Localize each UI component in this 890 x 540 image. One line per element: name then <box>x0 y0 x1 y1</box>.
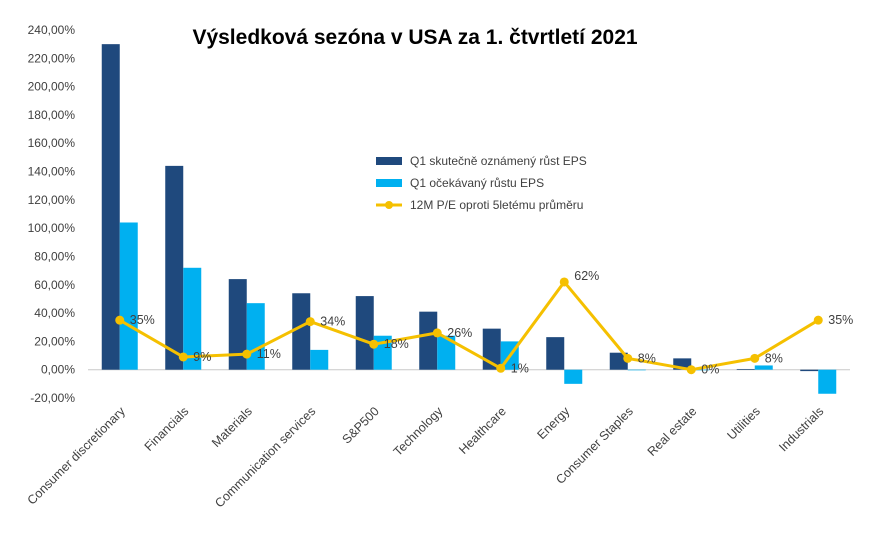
x-axis-labels: Consumer discretionary Financials Material… <box>25 404 827 511</box>
bar-series-2 <box>183 267 202 370</box>
legend-label: 12M P/E oproti 5letému průměru <box>410 198 583 212</box>
chart-title: Výsledková sezóna v USA za 1. čtvrtletí … <box>192 26 637 49</box>
y-tick-label: 120,00% <box>28 193 76 207</box>
pe-data-label: 11% <box>257 347 281 361</box>
bar-series-1 <box>165 165 184 370</box>
pe-point <box>115 315 125 325</box>
pe-data-label: 18% <box>384 337 409 351</box>
pe-line-path <box>118 280 820 372</box>
y-tick-label: 80,00% <box>34 249 75 263</box>
bar-series-1 <box>228 279 247 370</box>
legend-swatch-marker <box>385 201 393 209</box>
bar-series-2 <box>119 222 138 370</box>
legend: Q1 skutečně oznámený růst EPS Q1 očekávan… <box>376 154 587 212</box>
bars <box>101 44 837 394</box>
y-tick-label: 20,00% <box>34 334 75 348</box>
bar-series-2 <box>564 369 583 384</box>
pe-data-label: 0% <box>701 363 719 377</box>
pe-point <box>496 363 506 373</box>
pe-point <box>813 315 823 325</box>
bar-series-2 <box>691 369 710 371</box>
pe-data-label: 34% <box>320 315 345 329</box>
legend-swatch <box>376 179 402 187</box>
bar-series-1 <box>355 296 374 370</box>
pe-point <box>686 365 696 375</box>
pe-point <box>178 352 188 362</box>
category-label: Energy <box>534 404 572 442</box>
pe-point <box>369 339 379 349</box>
category-label: Financials <box>142 404 192 454</box>
pe-data-label: 9% <box>193 350 211 364</box>
legend-label: Q1 očekávaný růstu EPS <box>410 176 544 190</box>
bar-series-1 <box>101 44 120 370</box>
y-tick-label: 240,00% <box>28 23 76 37</box>
y-tick-label: 200,00% <box>28 80 76 94</box>
bar-series-1 <box>546 337 565 370</box>
category-label: Real estate <box>645 404 700 459</box>
category-label: S&P500 <box>340 404 382 446</box>
bar-series-1 <box>736 368 755 370</box>
category-label: Utilities <box>724 404 762 442</box>
bar-series-2 <box>437 335 456 370</box>
pe-data-label: 8% <box>765 351 783 365</box>
bar-series-1 <box>609 352 628 370</box>
category-label: Materials <box>209 404 255 450</box>
pe-data-label: 26% <box>447 326 472 340</box>
y-tick-label: 40,00% <box>34 306 75 320</box>
bar-series-1 <box>419 311 438 370</box>
pe-data-label: 1% <box>511 361 529 375</box>
category-label: Healthcare <box>456 404 509 457</box>
y-axis: -20,00% 0,00% 20,00% 40,00% 60,00% 80,00% 100,… <box>28 23 850 405</box>
pe-point <box>242 349 252 359</box>
bar-series-2 <box>754 365 773 370</box>
y-tick-label: -20,00% <box>30 391 75 405</box>
category-label: Industrials <box>776 404 826 454</box>
pe-data-label: 35% <box>130 313 155 327</box>
legend-label: Q1 skutečně oznámený růst EPS <box>410 154 587 168</box>
pe-line: 35% 9% 11% 34% 18% 26% 1% 62% 8% 0% 8% 35% <box>115 269 853 377</box>
y-tick-label: 140,00% <box>28 165 76 179</box>
y-tick-label: 220,00% <box>28 51 76 65</box>
pe-data-label: 8% <box>638 351 656 365</box>
y-tick-label: 160,00% <box>28 136 76 150</box>
y-tick-label: 60,00% <box>34 278 75 292</box>
pe-data-label: 35% <box>828 313 853 327</box>
pe-data-label: 62% <box>574 269 599 283</box>
y-tick-label: 180,00% <box>28 108 76 122</box>
pe-point <box>623 353 633 363</box>
bar-series-1 <box>292 293 311 370</box>
bar-series-1 <box>673 358 692 370</box>
bar-series-2 <box>818 369 837 394</box>
bar-series-2 <box>627 369 646 371</box>
category-label: Consumer discretionary <box>25 404 129 508</box>
pe-point <box>559 277 569 287</box>
pe-point <box>750 353 760 363</box>
y-tick-label: 100,00% <box>28 221 76 235</box>
y-tick-label: 0,00% <box>41 363 75 377</box>
bar-series-1 <box>800 369 819 372</box>
category-label: Technology <box>391 404 446 459</box>
bar-series-2 <box>310 349 329 370</box>
pe-point <box>305 317 315 327</box>
pe-point <box>432 328 442 338</box>
legend-swatch <box>376 157 402 165</box>
